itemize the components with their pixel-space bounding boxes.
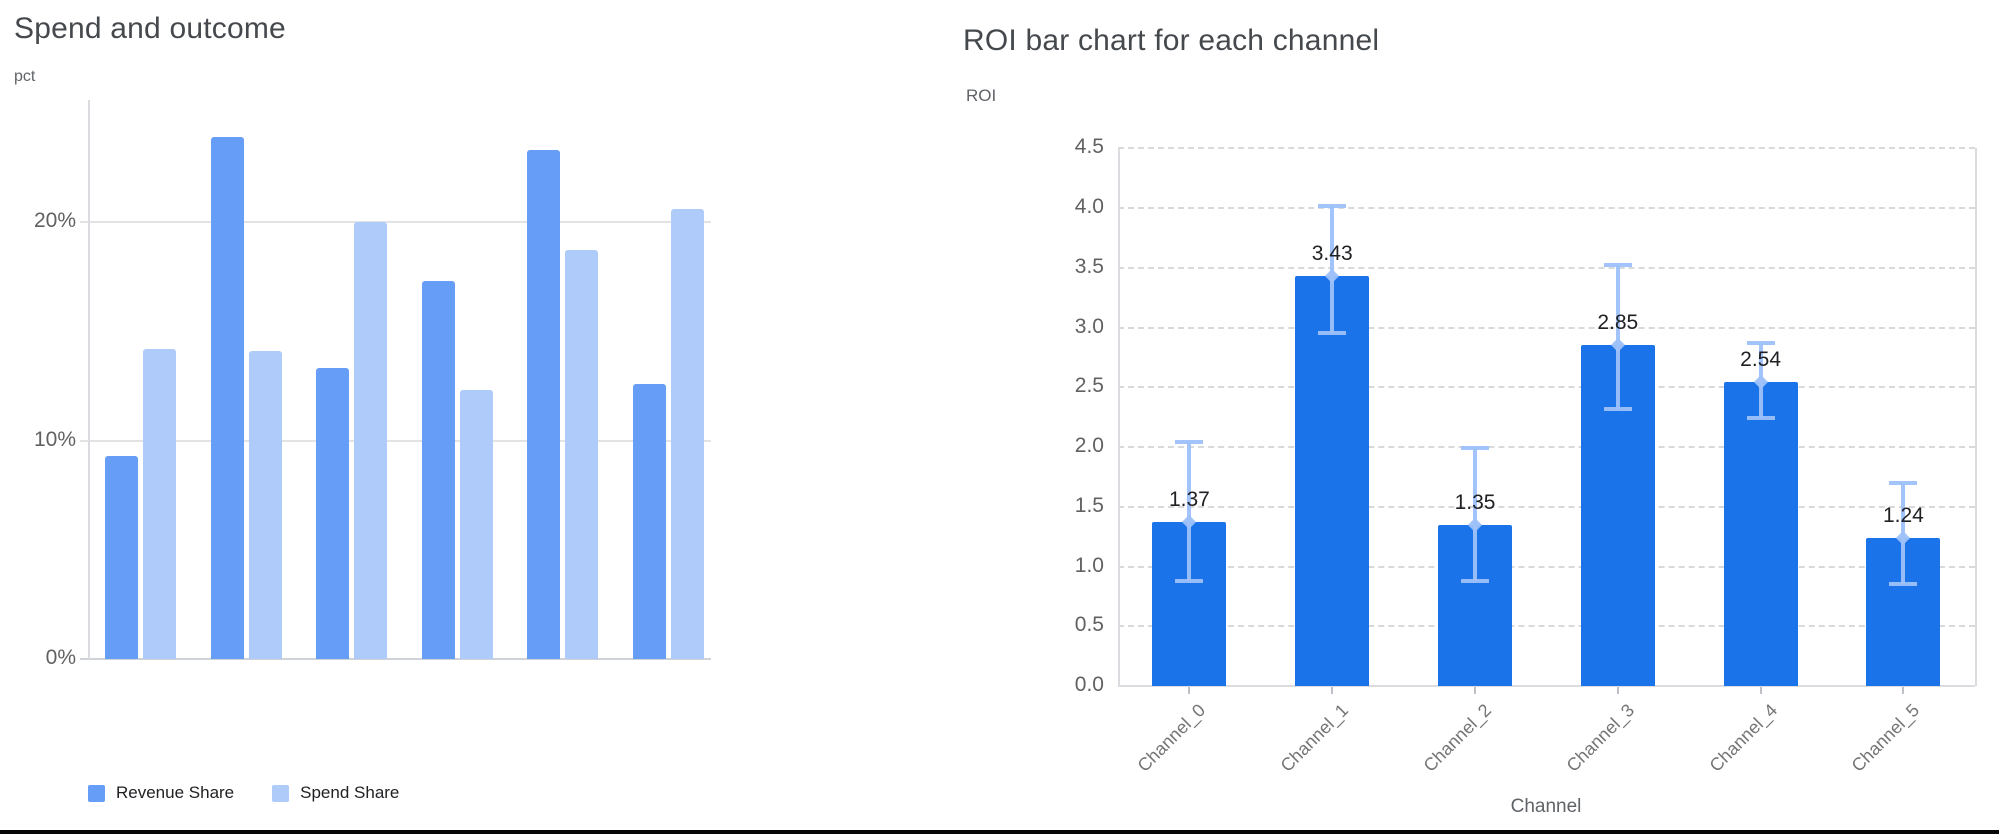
bar-spend-share-channel_3[interactable] bbox=[459, 390, 493, 659]
bar-spend-share-channel_2[interactable] bbox=[354, 222, 387, 659]
plot-border-left bbox=[1118, 148, 1120, 686]
legend-swatch bbox=[272, 784, 290, 802]
error-bar-stem bbox=[1187, 442, 1192, 581]
bar-spend-share-channel_0[interactable] bbox=[143, 348, 176, 659]
bar-value-label: 1.35 bbox=[1454, 490, 1496, 514]
error-bar-stem bbox=[1615, 265, 1620, 409]
error-bar-cap-top bbox=[1603, 263, 1632, 268]
gridline bbox=[1118, 266, 1975, 269]
x-tick-mark bbox=[1616, 687, 1619, 694]
spend-outcome-chart: Spend and outcome pct 0%10%20%Channel_0C… bbox=[0, 0, 730, 838]
right-y-axis-unit: ROI bbox=[966, 86, 997, 105]
error-bar-cap-top bbox=[1461, 446, 1489, 451]
x-tick-label: Channel_0 bbox=[1133, 700, 1210, 776]
bar-value-label: 3.43 bbox=[1311, 242, 1353, 266]
left-chart-title: Spend and outcome bbox=[14, 12, 286, 45]
bar-value-label: 2.85 bbox=[1597, 311, 1639, 335]
gridline bbox=[1118, 625, 1975, 628]
bar-spend-share-channel_5[interactable] bbox=[670, 208, 704, 659]
gridline bbox=[1118, 147, 1975, 150]
right-x-axis-title: Channel bbox=[1510, 796, 1582, 817]
error-bar-cap-bottom bbox=[1461, 578, 1489, 583]
y-tick-label: 0.0 bbox=[1074, 673, 1104, 696]
gridline bbox=[1118, 505, 1975, 508]
x-tick-mark bbox=[1188, 687, 1191, 694]
x-tick-label: Channel_5 bbox=[1847, 700, 1924, 776]
y-tick-label: 2.0 bbox=[1074, 434, 1104, 457]
y-tick-label: 3.5 bbox=[1074, 254, 1104, 278]
error-bar-cap-top bbox=[1175, 440, 1204, 445]
legend-label: Revenue Share bbox=[116, 783, 235, 802]
x-tick-label: Channel_3 bbox=[1562, 700, 1638, 776]
bar-revenue-share-channel_0[interactable] bbox=[105, 455, 138, 659]
gridline bbox=[1118, 207, 1975, 209]
bar-revenue-share-channel_3[interactable] bbox=[421, 280, 455, 659]
x-tick-mark bbox=[1759, 687, 1762, 694]
bar-roi-channel_1[interactable] bbox=[1295, 276, 1370, 686]
x-tick-label: Channel_2 bbox=[1419, 700, 1496, 776]
error-bar-cap-bottom bbox=[1318, 331, 1347, 336]
error-bar-cap-bottom bbox=[1175, 578, 1204, 583]
error-bar-cap-bottom bbox=[1889, 582, 1918, 587]
bar-value-label: 2.54 bbox=[1740, 348, 1782, 372]
bar-value-label: 1.24 bbox=[1882, 503, 1924, 527]
error-bar-cap-top bbox=[1318, 203, 1347, 208]
right-chart-title: ROI bar chart for each channel bbox=[963, 24, 1380, 57]
plot-border-right bbox=[1975, 148, 1977, 686]
bar-spend-share-channel_4[interactable] bbox=[565, 250, 598, 659]
gridline bbox=[80, 221, 711, 223]
error-bar-cap-top bbox=[1889, 480, 1918, 485]
bar-revenue-share-channel_2[interactable] bbox=[316, 368, 349, 659]
error-bar-cap-bottom bbox=[1746, 416, 1775, 421]
legend-swatch bbox=[88, 784, 105, 802]
y-tick-label: 20% bbox=[33, 209, 76, 232]
x-tick-mark bbox=[1331, 687, 1334, 694]
y-tick-label: 2.5 bbox=[1074, 374, 1104, 398]
left-legend: Revenue Share Spend Share bbox=[88, 783, 399, 803]
bar-revenue-share-channel_4[interactable] bbox=[527, 149, 560, 659]
error-bar-cap-bottom bbox=[1603, 406, 1632, 411]
gridline bbox=[1118, 446, 1975, 448]
y-tick-label: 4.5 bbox=[1074, 135, 1104, 159]
legend-label: Spend Share bbox=[300, 783, 400, 802]
x-tick-mark bbox=[1902, 687, 1905, 694]
y-tick-label: 10% bbox=[33, 427, 76, 451]
y-tick-label: 3.0 bbox=[1074, 314, 1104, 338]
y-tick-label: 1.0 bbox=[1074, 553, 1104, 577]
bottom-divider bbox=[0, 830, 1999, 834]
y-tick-label: 0% bbox=[45, 646, 76, 669]
bar-value-label: 1.37 bbox=[1168, 488, 1210, 512]
y-axis-line bbox=[88, 100, 90, 659]
gridline bbox=[1118, 565, 1975, 568]
bar-spend-share-channel_1[interactable] bbox=[248, 350, 282, 659]
gridline bbox=[1118, 326, 1975, 329]
left-y-axis-unit: pct bbox=[14, 68, 36, 85]
bar-revenue-share-channel_1[interactable] bbox=[210, 136, 244, 659]
y-tick-label: 4.0 bbox=[1074, 195, 1104, 218]
roi-chart: ROI bar chart for each channel ROI 0.0 0.… bbox=[820, 0, 1999, 838]
gridline bbox=[1118, 386, 1975, 389]
gridline bbox=[80, 439, 711, 442]
gridline bbox=[80, 658, 711, 660]
left-plot-area: 0%10%20%Channel_0Channel_1Channel_2Chann… bbox=[0, 0, 730, 838]
bar-revenue-share-channel_5[interactable] bbox=[632, 383, 666, 659]
error-bar-cap-top bbox=[1746, 341, 1775, 346]
x-tick-label: Channel_1 bbox=[1276, 700, 1353, 776]
error-bar-stem bbox=[1473, 448, 1477, 581]
x-axis-baseline bbox=[1118, 685, 1975, 687]
legend-item-spend-share[interactable]: Spend Share bbox=[272, 783, 399, 803]
x-tick-mark bbox=[1474, 687, 1476, 694]
x-tick-label: Channel_4 bbox=[1705, 700, 1781, 776]
bar-roi-channel_4[interactable] bbox=[1723, 382, 1798, 686]
y-tick-label: 1.5 bbox=[1074, 493, 1104, 517]
legend-item-revenue-share[interactable]: Revenue Share bbox=[88, 783, 234, 803]
y-tick-label: 0.5 bbox=[1074, 613, 1104, 637]
